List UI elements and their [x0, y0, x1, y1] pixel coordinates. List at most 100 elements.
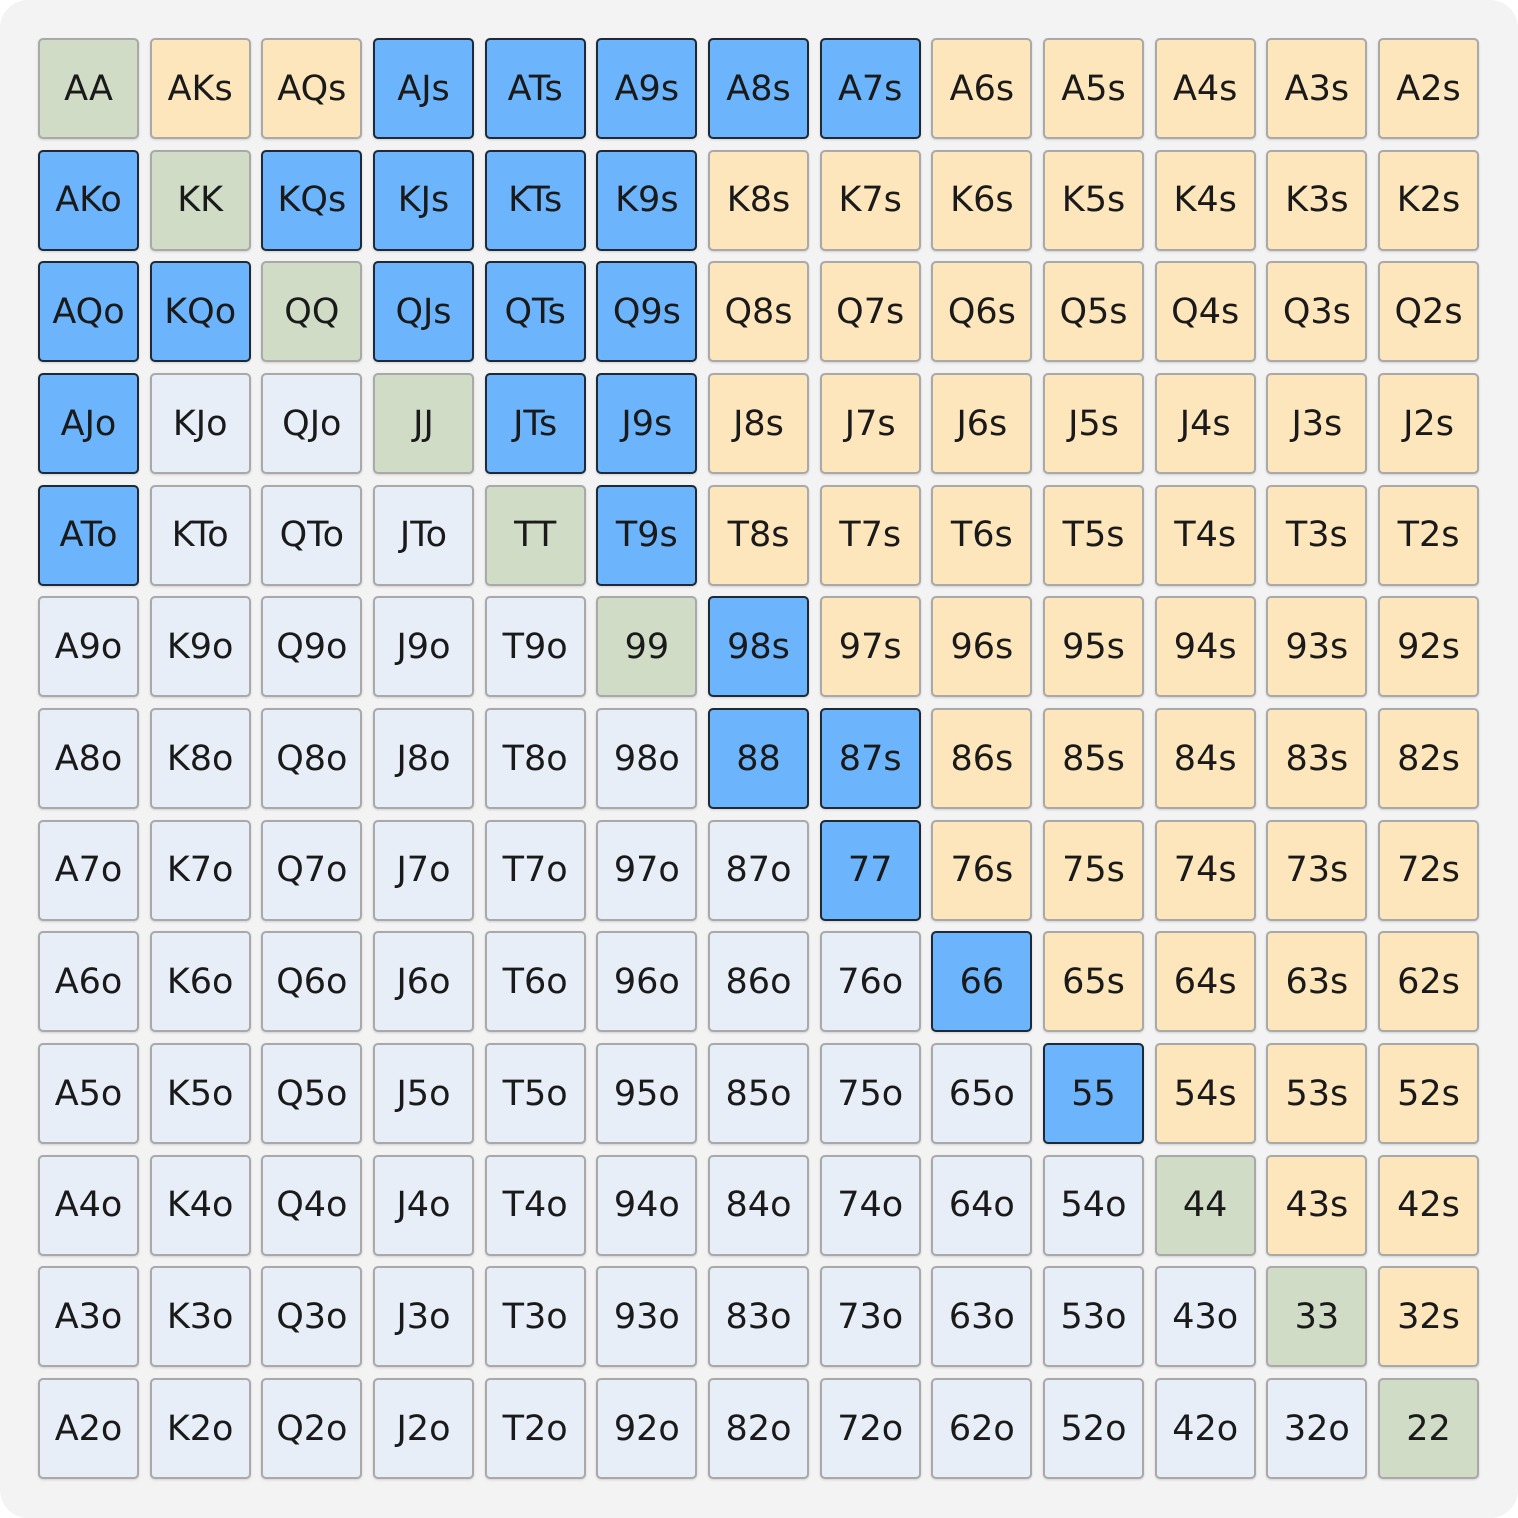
- hand-cell[interactable]: K2o: [149, 1378, 251, 1480]
- hand-cell[interactable]: 97o: [596, 819, 698, 921]
- hand-cell[interactable]: J9s: [596, 373, 698, 474]
- hand-cell[interactable]: 76s: [931, 819, 1033, 921]
- hand-cell[interactable]: J6s: [931, 373, 1033, 474]
- hand-cell[interactable]: 43o: [1154, 1266, 1256, 1368]
- hand-cell[interactable]: 72s: [1378, 819, 1480, 921]
- hand-cell[interactable]: Q2o: [261, 1378, 363, 1480]
- hand-cell[interactable]: 82o: [708, 1378, 810, 1480]
- hand-cell[interactable]: KTo: [149, 484, 251, 586]
- hand-cell[interactable]: AA: [38, 38, 139, 139]
- hand-cell[interactable]: Q4s: [1154, 261, 1256, 363]
- hand-cell[interactable]: J4o: [373, 1154, 474, 1256]
- hand-cell[interactable]: QTo: [261, 484, 363, 586]
- hand-cell[interactable]: K4s: [1154, 149, 1256, 251]
- hand-cell[interactable]: 86o: [708, 931, 810, 1033]
- hand-cell[interactable]: A2s: [1378, 38, 1480, 139]
- hand-cell[interactable]: KQs: [261, 149, 363, 251]
- hand-cell[interactable]: QQ: [261, 261, 363, 363]
- hand-cell[interactable]: A7s: [819, 38, 921, 139]
- hand-cell[interactable]: A3o: [38, 1266, 139, 1368]
- hand-cell[interactable]: 62s: [1378, 931, 1480, 1033]
- hand-cell[interactable]: J2s: [1378, 373, 1480, 474]
- hand-cell[interactable]: Q8s: [708, 261, 810, 363]
- hand-cell[interactable]: 66: [931, 931, 1033, 1033]
- hand-cell[interactable]: 83o: [708, 1266, 810, 1368]
- hand-cell[interactable]: T9s: [596, 484, 698, 586]
- hand-cell[interactable]: 95o: [596, 1043, 698, 1145]
- hand-cell[interactable]: A9o: [38, 596, 139, 698]
- hand-cell[interactable]: T2s: [1378, 484, 1480, 586]
- hand-cell[interactable]: 65s: [1043, 931, 1145, 1033]
- hand-cell[interactable]: A6o: [38, 931, 139, 1033]
- hand-cell[interactable]: 64s: [1154, 931, 1256, 1033]
- hand-cell[interactable]: 84o: [708, 1154, 810, 1256]
- hand-cell[interactable]: 95s: [1043, 596, 1145, 698]
- hand-cell[interactable]: 52o: [1043, 1378, 1145, 1480]
- hand-cell[interactable]: K7s: [819, 149, 921, 251]
- hand-cell[interactable]: Q7s: [819, 261, 921, 363]
- hand-cell[interactable]: JTo: [373, 484, 474, 586]
- hand-cell[interactable]: J2o: [373, 1378, 474, 1480]
- hand-cell[interactable]: 53s: [1266, 1043, 1368, 1145]
- hand-cell[interactable]: A4o: [38, 1154, 139, 1256]
- hand-cell[interactable]: T8o: [484, 708, 586, 810]
- hand-cell[interactable]: K9o: [149, 596, 251, 698]
- hand-cell[interactable]: KK: [149, 149, 251, 251]
- hand-cell[interactable]: J3o: [373, 1266, 474, 1368]
- hand-cell[interactable]: T8s: [708, 484, 810, 586]
- hand-cell[interactable]: 93o: [596, 1266, 698, 1368]
- hand-cell[interactable]: A6s: [931, 38, 1033, 139]
- hand-cell[interactable]: K5s: [1043, 149, 1145, 251]
- hand-cell[interactable]: 42s: [1378, 1154, 1480, 1256]
- hand-cell[interactable]: Q5s: [1043, 261, 1145, 363]
- hand-cell[interactable]: 84s: [1154, 708, 1256, 810]
- hand-cell[interactable]: 96o: [596, 931, 698, 1033]
- hand-cell[interactable]: K3o: [149, 1266, 251, 1368]
- hand-cell[interactable]: 98s: [708, 596, 810, 698]
- hand-cell[interactable]: 77: [819, 819, 921, 921]
- hand-cell[interactable]: J6o: [373, 931, 474, 1033]
- hand-cell[interactable]: 54o: [1043, 1154, 1145, 1256]
- hand-cell[interactable]: AQo: [38, 261, 139, 363]
- hand-cell[interactable]: AKs: [149, 38, 251, 139]
- hand-cell[interactable]: Q9o: [261, 596, 363, 698]
- hand-cell[interactable]: J8o: [373, 708, 474, 810]
- hand-cell[interactable]: Q9s: [596, 261, 698, 363]
- hand-cell[interactable]: ATo: [38, 484, 139, 586]
- hand-cell[interactable]: 73s: [1266, 819, 1368, 921]
- hand-cell[interactable]: Q3o: [261, 1266, 363, 1368]
- hand-cell[interactable]: Q6o: [261, 931, 363, 1033]
- hand-cell[interactable]: 98o: [596, 708, 698, 810]
- hand-cell[interactable]: 55: [1043, 1043, 1145, 1145]
- hand-cell[interactable]: K8o: [149, 708, 251, 810]
- hand-cell[interactable]: AKo: [38, 149, 139, 251]
- hand-cell[interactable]: 75s: [1043, 819, 1145, 921]
- hand-cell[interactable]: K6s: [931, 149, 1033, 251]
- hand-cell[interactable]: 32o: [1266, 1378, 1368, 1480]
- hand-cell[interactable]: JTs: [484, 373, 586, 474]
- hand-cell[interactable]: 72o: [819, 1378, 921, 1480]
- hand-cell[interactable]: J8s: [708, 373, 810, 474]
- hand-cell[interactable]: A8s: [708, 38, 810, 139]
- hand-cell[interactable]: K6o: [149, 931, 251, 1033]
- hand-cell[interactable]: T5s: [1043, 484, 1145, 586]
- hand-cell[interactable]: A5o: [38, 1043, 139, 1145]
- hand-cell[interactable]: Q5o: [261, 1043, 363, 1145]
- hand-cell[interactable]: KQo: [149, 261, 251, 363]
- hand-cell[interactable]: T7s: [819, 484, 921, 586]
- hand-cell[interactable]: T4o: [484, 1154, 586, 1256]
- hand-cell[interactable]: Q2s: [1378, 261, 1480, 363]
- hand-cell[interactable]: 83s: [1266, 708, 1368, 810]
- hand-cell[interactable]: T7o: [484, 819, 586, 921]
- hand-cell[interactable]: J5s: [1043, 373, 1145, 474]
- hand-cell[interactable]: 85o: [708, 1043, 810, 1145]
- hand-cell[interactable]: T3o: [484, 1266, 586, 1368]
- hand-cell[interactable]: Q3s: [1266, 261, 1368, 363]
- hand-cell[interactable]: K4o: [149, 1154, 251, 1256]
- hand-cell[interactable]: 86s: [931, 708, 1033, 810]
- hand-cell[interactable]: J5o: [373, 1043, 474, 1145]
- hand-cell[interactable]: 63o: [931, 1266, 1033, 1368]
- hand-cell[interactable]: A2o: [38, 1378, 139, 1480]
- hand-cell[interactable]: J3s: [1266, 373, 1368, 474]
- hand-cell[interactable]: T4s: [1154, 484, 1256, 586]
